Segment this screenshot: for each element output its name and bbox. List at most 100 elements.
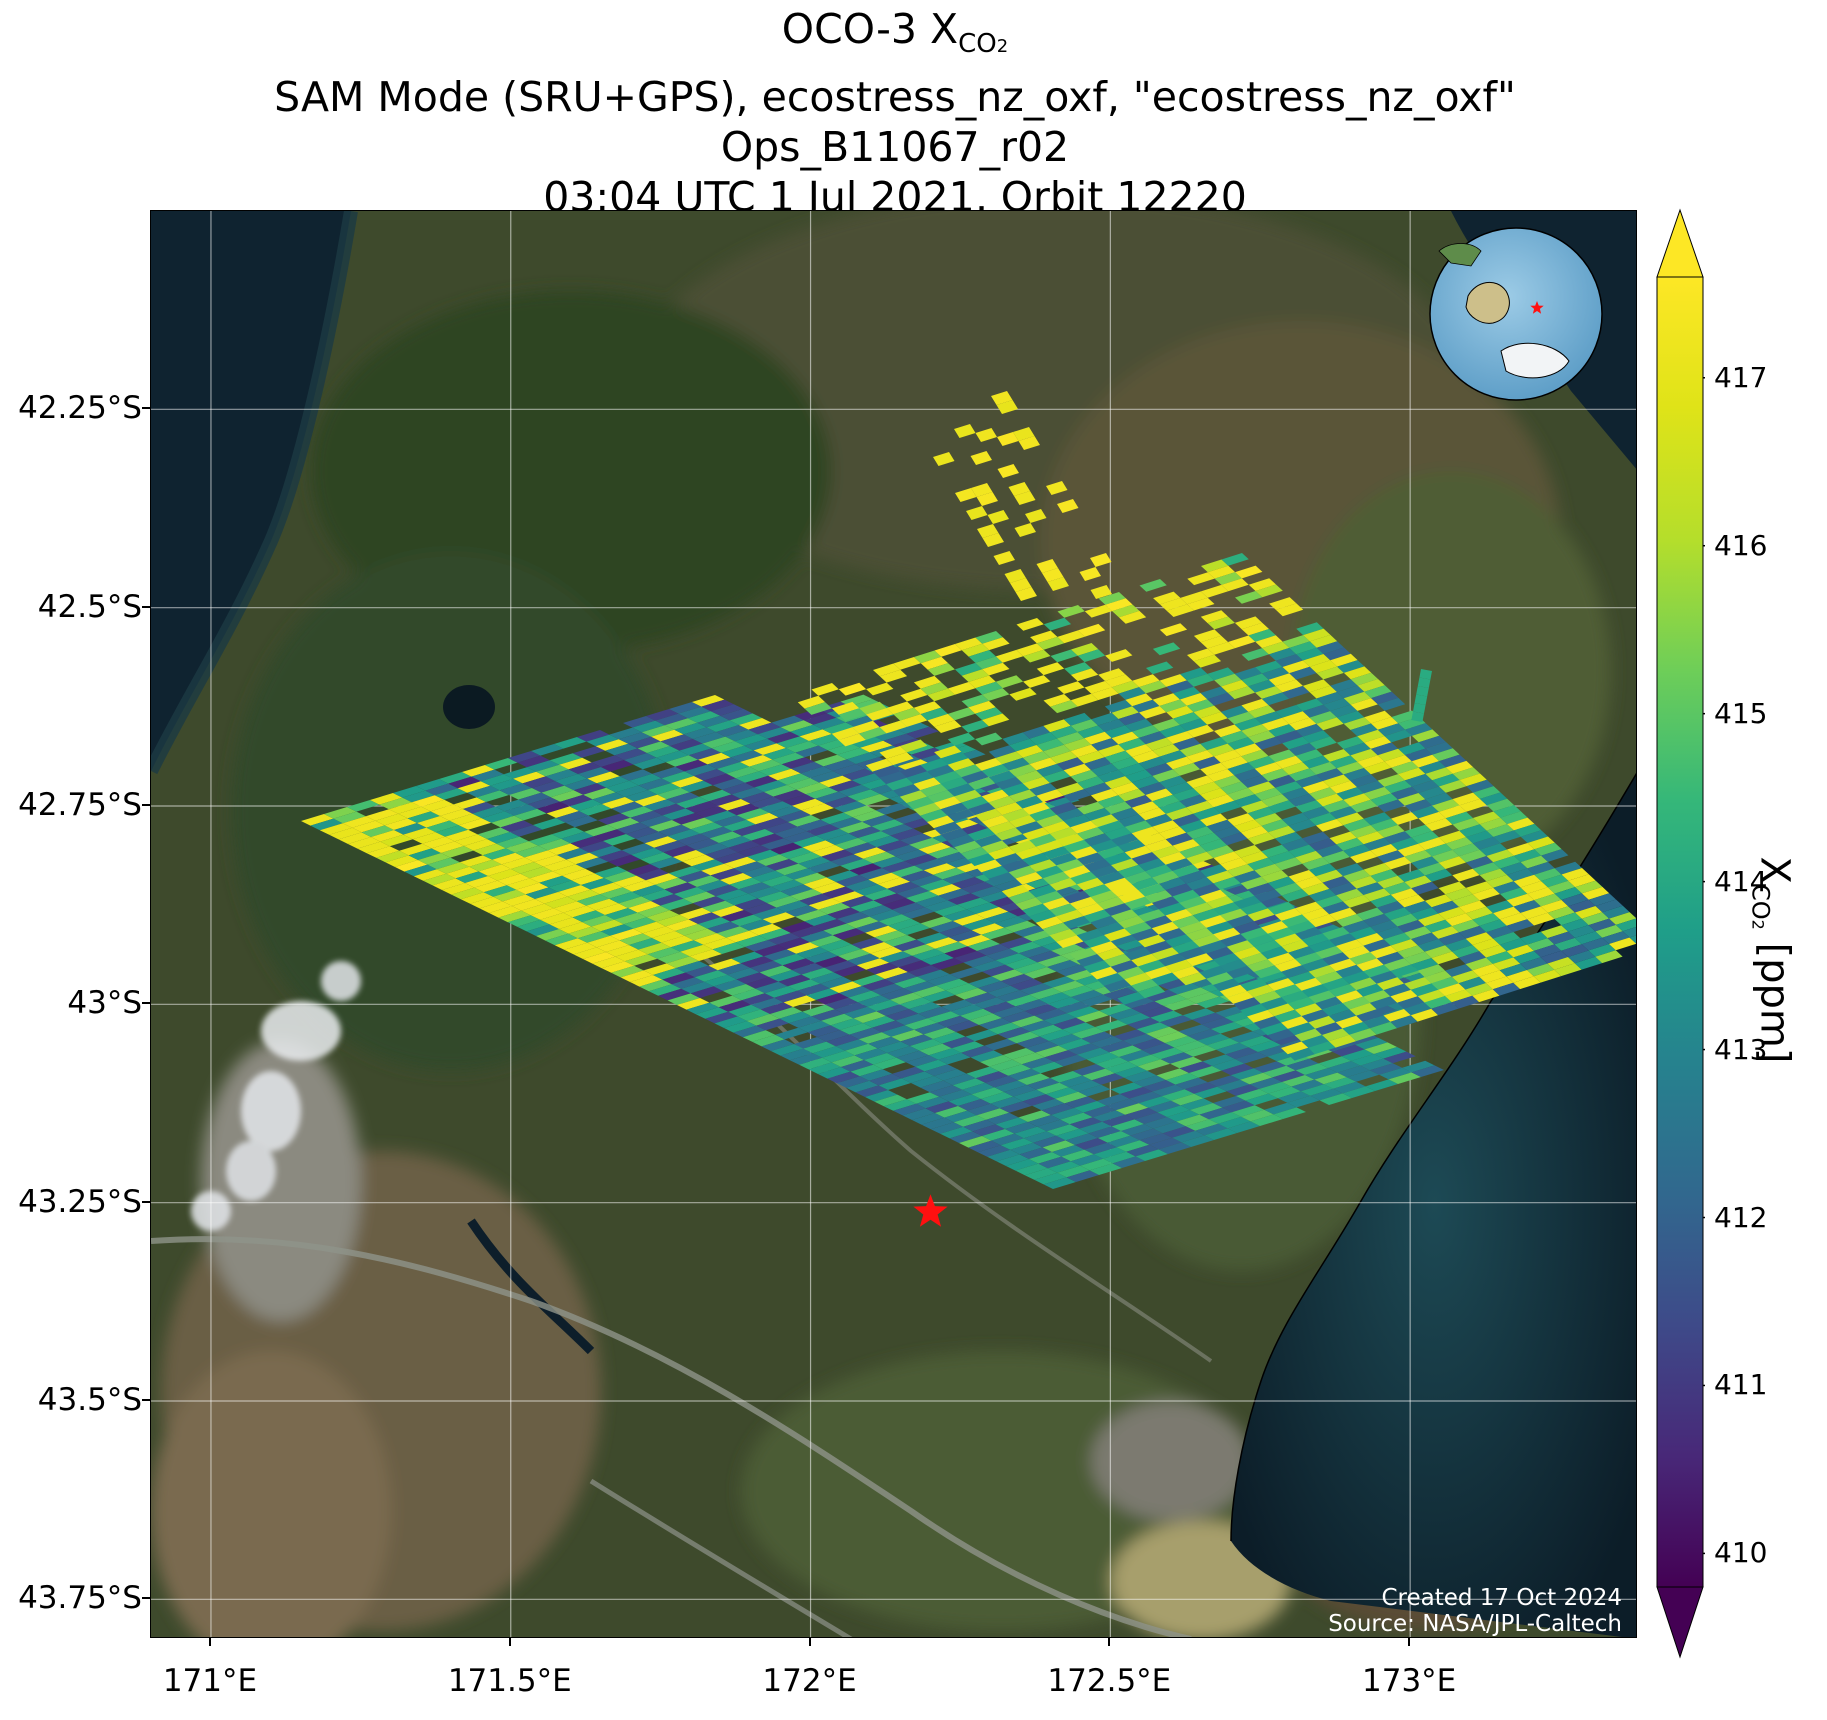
sounding-footprint bbox=[1199, 915, 1227, 928]
sounding-footprint bbox=[1022, 827, 1050, 841]
sounding-footprint bbox=[693, 732, 726, 744]
sounding-footprint bbox=[1111, 858, 1139, 872]
sounding-footprint bbox=[831, 1055, 864, 1067]
sounding-footprint bbox=[371, 830, 404, 842]
sounding-footprint bbox=[665, 755, 699, 767]
sounding-footprint bbox=[1506, 970, 1534, 983]
sounding-footprint bbox=[1008, 482, 1030, 496]
sounding-footprint bbox=[1013, 1089, 1046, 1102]
sounding-footprint bbox=[1049, 827, 1078, 841]
sounding-footprint bbox=[1418, 913, 1446, 927]
sounding-footprint bbox=[559, 922, 592, 934]
sounding-footprint bbox=[1083, 833, 1112, 847]
sounding-footprint bbox=[748, 722, 781, 735]
sounding-footprint bbox=[1411, 932, 1439, 946]
sounding-footprint bbox=[1350, 850, 1378, 864]
sounding-footprint bbox=[1370, 844, 1398, 857]
sounding-footprint bbox=[801, 967, 834, 980]
sounding-footprint bbox=[596, 776, 630, 788]
sounding-footprint bbox=[1125, 744, 1153, 757]
sounding-footprint bbox=[1103, 953, 1132, 967]
sounding-footprint bbox=[1404, 875, 1432, 889]
sounding-footprint bbox=[1016, 745, 1044, 758]
sounding-footprint bbox=[945, 983, 978, 995]
sounding-footprint bbox=[1281, 965, 1309, 979]
sounding-footprint bbox=[1090, 941, 1118, 955]
sounding-footprint bbox=[1336, 939, 1364, 953]
sounding-footprint bbox=[916, 1096, 949, 1109]
sounding-footprint bbox=[1527, 912, 1555, 926]
sounding-footprint bbox=[681, 817, 714, 830]
sounding-footprint bbox=[1097, 922, 1125, 935]
sounding-footprint bbox=[815, 956, 848, 968]
sounding-footprint bbox=[1131, 775, 1160, 789]
sounding-footprint bbox=[631, 847, 664, 860]
sounding-footprint bbox=[1411, 831, 1439, 844]
sounding-footprint bbox=[593, 829, 626, 841]
sounding-footprint bbox=[1472, 836, 1501, 850]
sounding-footprint bbox=[670, 940, 704, 952]
sounding-footprint bbox=[890, 992, 923, 1005]
sounding-footprint bbox=[1438, 881, 1466, 895]
sounding-footprint bbox=[555, 774, 588, 786]
sounding-footprint bbox=[961, 643, 990, 657]
sounding-footprint bbox=[850, 1064, 883, 1077]
sounding-footprint bbox=[1018, 436, 1040, 450]
sounding-footprint bbox=[939, 1089, 972, 1102]
sounding-footprint bbox=[1547, 957, 1575, 970]
sounding-footprint bbox=[826, 1034, 859, 1047]
sounding-footprint bbox=[1179, 794, 1207, 808]
sounding-footprint bbox=[1050, 725, 1078, 739]
sounding-footprint bbox=[502, 894, 535, 906]
lat-tick-label: 43.5°S bbox=[37, 1382, 142, 1418]
sounding-footprint bbox=[973, 997, 1007, 1009]
sounding-footprint bbox=[724, 1021, 757, 1033]
sounding-footprint bbox=[686, 1002, 719, 1015]
sounding-footprint bbox=[590, 882, 623, 895]
sounding-footprint bbox=[1318, 1056, 1351, 1068]
sounding-footprint bbox=[1018, 946, 1052, 958]
sounding-footprint bbox=[819, 775, 852, 788]
sounding-footprint bbox=[1042, 846, 1071, 860]
sounding-footprint bbox=[1445, 760, 1474, 774]
sounding-footprint bbox=[821, 1013, 854, 1026]
sounding-footprint bbox=[416, 779, 449, 791]
sounding-footprint bbox=[763, 949, 797, 961]
sounding-footprint bbox=[1336, 863, 1364, 877]
sounding-footprint bbox=[1052, 1145, 1085, 1157]
sounding-footprint bbox=[747, 849, 780, 862]
sounding-footprint bbox=[779, 847, 812, 859]
sounding-footprint bbox=[1234, 743, 1262, 757]
sounding-footprint bbox=[1141, 1006, 1174, 1018]
sounding-footprint bbox=[1056, 1128, 1089, 1141]
sounding-footprint bbox=[1138, 731, 1167, 745]
sounding-footprint bbox=[1268, 774, 1296, 788]
sounding-footprint bbox=[630, 975, 663, 987]
sounding-footprint bbox=[411, 795, 445, 807]
sounding-footprint bbox=[589, 845, 622, 858]
sounding-footprint bbox=[1131, 801, 1160, 815]
sounding-footprint bbox=[629, 773, 662, 786]
sounding-footprint bbox=[1042, 976, 1076, 988]
sounding-footprint bbox=[1042, 922, 1070, 936]
lon-tick-mark bbox=[1108, 1638, 1111, 1646]
sounding-footprint bbox=[825, 997, 858, 1010]
sounding-footprint bbox=[1376, 977, 1405, 991]
sounding-footprint bbox=[1159, 623, 1188, 637]
sounding-footprint bbox=[655, 713, 688, 726]
sounding-footprint bbox=[1295, 800, 1323, 813]
sounding-footprint bbox=[777, 937, 810, 950]
sounding-footprint bbox=[814, 919, 847, 931]
sounding-footprint bbox=[1056, 909, 1084, 923]
sounding-footprint bbox=[1520, 931, 1548, 945]
sounding-footprint bbox=[1445, 887, 1473, 901]
sounding-footprint bbox=[1165, 934, 1193, 948]
sounding-footprint bbox=[788, 815, 821, 827]
sounding-footprint bbox=[536, 929, 569, 941]
sounding-footprint bbox=[1029, 783, 1057, 796]
sounding-footprint bbox=[620, 970, 653, 982]
sounding-footprint bbox=[778, 810, 811, 822]
sounding-footprint bbox=[1152, 769, 1180, 783]
sounding-footprint bbox=[1247, 832, 1275, 845]
sounding-footprint bbox=[865, 925, 898, 938]
